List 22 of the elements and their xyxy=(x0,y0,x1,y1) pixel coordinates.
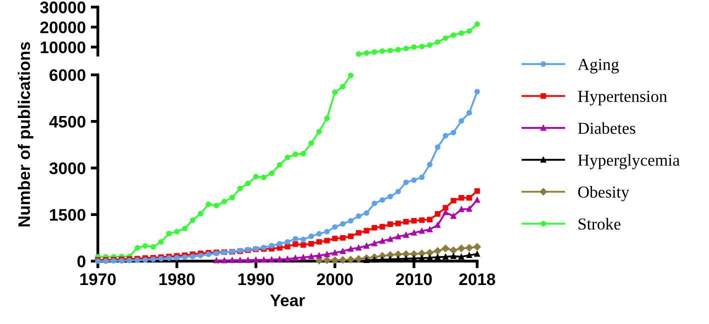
legend-label: Aging xyxy=(578,58,619,74)
x-tick-label: 1980 xyxy=(159,273,195,286)
legend-label: Hyperglycemia xyxy=(578,154,680,170)
x-tick-label: 1990 xyxy=(238,273,274,286)
x-tick-label: 2010 xyxy=(396,273,432,286)
y-tick-label: 4500 xyxy=(49,116,86,128)
y-tick-label: 10000 xyxy=(40,41,86,54)
y-tick-label: 20000 xyxy=(40,22,86,34)
y-tick-label: 3000 xyxy=(49,162,86,174)
legend-label: Diabetes xyxy=(578,122,636,134)
x-tick-label: 2018 xyxy=(459,273,496,286)
legend-label: Hypertension xyxy=(578,90,668,106)
y-tick-label: 6000 xyxy=(50,69,86,82)
x-tick-label: 2000 xyxy=(316,273,353,286)
legend-label: Stroke xyxy=(578,218,620,230)
y-tick-label: 30000 xyxy=(40,2,86,14)
x-axis-title: Year xyxy=(270,294,305,306)
y-tick-label: 0 xyxy=(77,256,86,268)
y-axis-title: Number of publications xyxy=(18,42,34,226)
x-tick-label: 1970 xyxy=(80,273,116,286)
y-tick-label: 1500 xyxy=(50,208,86,221)
legend-label: Obesity xyxy=(578,186,630,202)
